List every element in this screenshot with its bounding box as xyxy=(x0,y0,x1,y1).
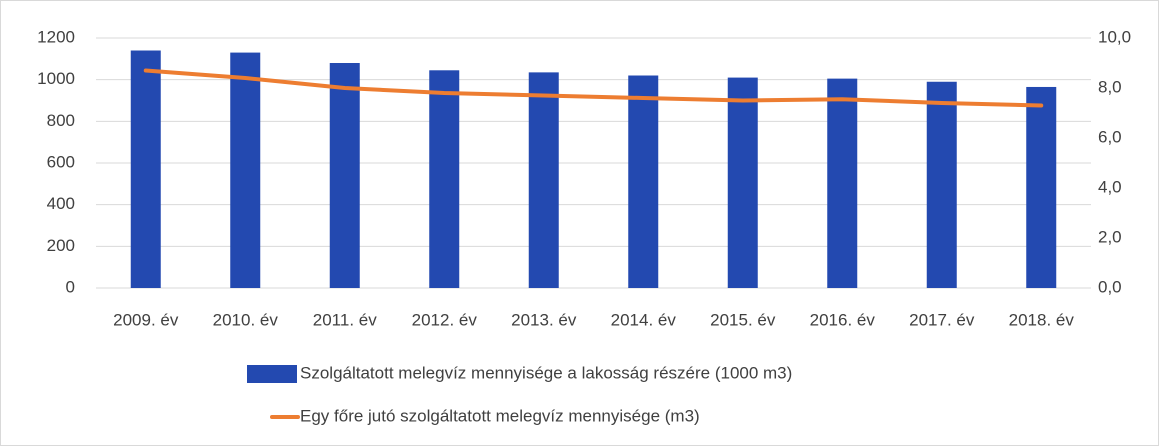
y-tick-label: 200 xyxy=(47,236,75,255)
y2-tick-label: 8,0 xyxy=(1098,77,1122,96)
x-tick-label: 2013. év xyxy=(511,310,577,329)
y2-tick-label: 0,0 xyxy=(1098,277,1122,296)
bar xyxy=(628,75,659,288)
x-tick-label: 2016. év xyxy=(810,310,876,329)
y-tick-label: 0 xyxy=(66,277,75,296)
y2-tick-label: 2,0 xyxy=(1098,227,1122,246)
y-tick-label: 1000 xyxy=(37,69,75,88)
x-tick-label: 2012. év xyxy=(412,310,478,329)
y2-tick-label: 6,0 xyxy=(1098,127,1122,146)
x-tick-label: 2018. év xyxy=(1009,310,1075,329)
x-tick-label: 2011. év xyxy=(313,310,377,329)
bar xyxy=(528,72,559,288)
bar xyxy=(1026,86,1057,288)
bar xyxy=(130,50,161,288)
y2-tick-label: 4,0 xyxy=(1098,177,1122,196)
y-tick-label: 600 xyxy=(47,152,75,171)
line xyxy=(143,68,1044,108)
x-tick-label: 2010. év xyxy=(213,310,279,329)
y-tick-label: 400 xyxy=(47,194,75,213)
bar xyxy=(429,70,460,289)
x-tick-label: 2014. év xyxy=(611,310,677,329)
bar xyxy=(827,78,858,288)
y-tick-label: 800 xyxy=(47,111,75,130)
legend-label: Egy főre jutó szolgáltatott melegvíz men… xyxy=(300,406,700,425)
legend-swatch xyxy=(247,365,297,383)
legend-label: Szolgáltatott melegvíz mennyisége a lako… xyxy=(300,363,792,382)
bar xyxy=(230,52,261,289)
bar xyxy=(727,77,758,288)
bar xyxy=(926,81,957,288)
x-tick-label: 2017. év xyxy=(909,310,975,329)
x-tick-label: 2015. év xyxy=(710,310,776,329)
y-tick-label: 1200 xyxy=(37,27,75,46)
y2-tick-label: 10,0 xyxy=(1098,27,1131,46)
x-tick-label: 2009. év xyxy=(113,310,179,329)
bar xyxy=(329,63,360,288)
